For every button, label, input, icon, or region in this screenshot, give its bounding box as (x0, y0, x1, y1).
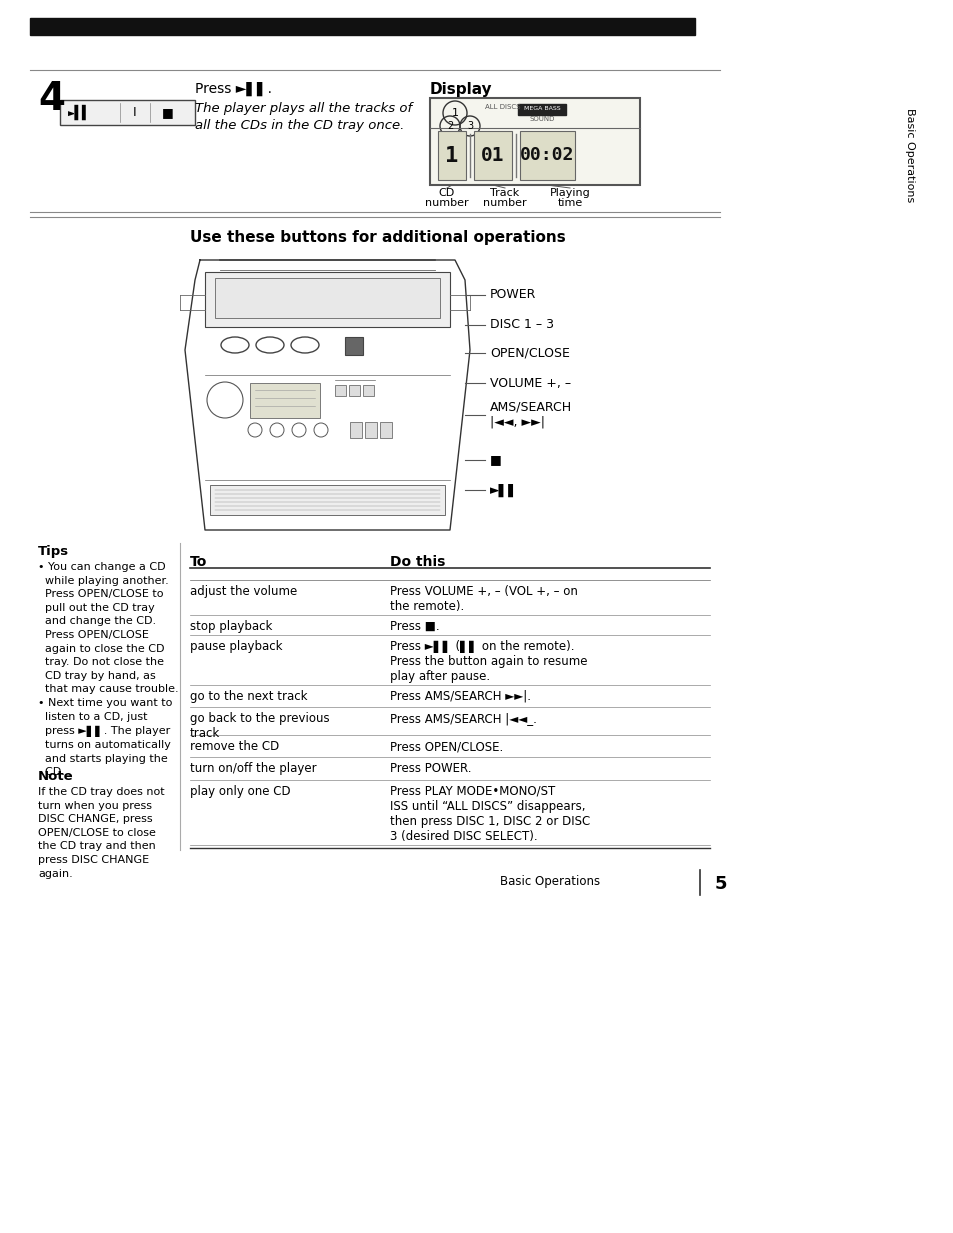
Text: Press PLAY MODE•MONO/ST
ISS until “ALL DISCS” disappears,
then press DISC 1, DIS: Press PLAY MODE•MONO/ST ISS until “ALL D… (390, 785, 590, 843)
Text: If the CD tray does not
turn when you press
DISC CHANGE, press
OPEN/CLOSE to clo: If the CD tray does not turn when you pr… (38, 787, 165, 879)
Bar (349, 385, 359, 396)
Text: ►▌▌: ►▌▌ (68, 105, 91, 121)
Bar (210, 485, 444, 515)
Text: AMS/SEARCH
|◄◄, ►►|: AMS/SEARCH |◄◄, ►►| (490, 401, 572, 429)
Bar (214, 277, 439, 318)
Text: ■: ■ (162, 106, 173, 120)
Bar (350, 422, 361, 438)
Text: 5: 5 (714, 875, 727, 893)
Bar (474, 131, 512, 180)
Text: CD: CD (438, 187, 455, 199)
Text: number: number (482, 199, 526, 208)
Bar (365, 422, 376, 438)
Text: To: To (190, 555, 207, 568)
Bar (205, 272, 450, 327)
Text: 2: 2 (446, 121, 453, 131)
Text: Display: Display (430, 83, 492, 97)
Text: go to the next track: go to the next track (190, 690, 307, 703)
Text: Note: Note (38, 769, 73, 783)
Text: Do this: Do this (390, 555, 445, 568)
Text: Track: Track (490, 187, 519, 199)
Text: POWER: POWER (490, 289, 536, 302)
Text: play only one CD: play only one CD (190, 785, 291, 798)
Text: I: I (133, 106, 136, 120)
Bar (363, 385, 374, 396)
Bar (437, 131, 465, 180)
Text: Tips: Tips (38, 545, 69, 559)
Bar (335, 385, 346, 396)
Text: turn on/off the player: turn on/off the player (190, 762, 316, 776)
Text: SOUND: SOUND (529, 116, 554, 122)
Text: 00:02: 00:02 (519, 147, 574, 164)
Bar (250, 383, 319, 418)
Text: Press ►▌▌.: Press ►▌▌. (194, 83, 272, 96)
Text: 1: 1 (445, 145, 458, 165)
Text: ALL DISCS: ALL DISCS (484, 104, 520, 110)
Text: Press OPEN/CLOSE.: Press OPEN/CLOSE. (390, 740, 503, 753)
Bar (30, 18, 695, 35)
Text: The player plays all the tracks of: The player plays all the tracks of (194, 102, 412, 115)
Bar (430, 97, 639, 185)
Text: OPEN/CLOSE: OPEN/CLOSE (490, 346, 569, 360)
Text: Press ■.: Press ■. (390, 620, 439, 633)
Text: Press AMS/SEARCH ►►|.: Press AMS/SEARCH ►►|. (390, 690, 531, 703)
Bar (517, 104, 565, 115)
Text: • You can change a CD
  while playing another.
  Press OPEN/CLOSE to
  pull out : • You can change a CD while playing anot… (38, 562, 178, 777)
Text: Press POWER.: Press POWER. (390, 762, 471, 776)
Text: Basic Operations: Basic Operations (904, 107, 914, 202)
Text: ■: ■ (490, 454, 501, 466)
Text: time: time (557, 199, 582, 208)
Text: Use these buttons for additional operations: Use these buttons for additional operati… (190, 231, 565, 245)
Text: 4: 4 (38, 80, 65, 118)
Text: pause playback: pause playback (190, 640, 282, 653)
Text: remove the CD: remove the CD (190, 740, 279, 753)
Bar (519, 131, 575, 180)
Text: adjust the volume: adjust the volume (190, 584, 297, 598)
Text: Playing: Playing (549, 187, 590, 199)
Text: stop playback: stop playback (190, 620, 273, 633)
Text: ►▌▌: ►▌▌ (490, 483, 518, 497)
Bar (379, 422, 392, 438)
Bar (345, 337, 363, 355)
Text: 1: 1 (451, 109, 458, 118)
Bar (60, 100, 194, 125)
Text: Press AMS/SEARCH |◄◄_.: Press AMS/SEARCH |◄◄_. (390, 711, 537, 725)
Text: VOLUME +, –: VOLUME +, – (490, 376, 571, 390)
Text: MEGA BASS: MEGA BASS (523, 106, 559, 111)
Text: number: number (425, 199, 468, 208)
Text: DISC 1 – 3: DISC 1 – 3 (490, 318, 554, 332)
Text: go back to the previous
track: go back to the previous track (190, 711, 330, 740)
Text: 01: 01 (480, 145, 504, 165)
Text: Press VOLUME +, – (VOL +, – on
the remote).: Press VOLUME +, – (VOL +, – on the remot… (390, 584, 578, 613)
Text: all the CDs in the CD tray once.: all the CDs in the CD tray once. (194, 120, 404, 132)
Text: Press ►▌▌ (▌▌ on the remote).
Press the button again to resume
play after pause.: Press ►▌▌ (▌▌ on the remote). Press the … (390, 640, 587, 683)
Text: 3: 3 (466, 121, 473, 131)
Text: Basic Operations: Basic Operations (499, 875, 599, 888)
